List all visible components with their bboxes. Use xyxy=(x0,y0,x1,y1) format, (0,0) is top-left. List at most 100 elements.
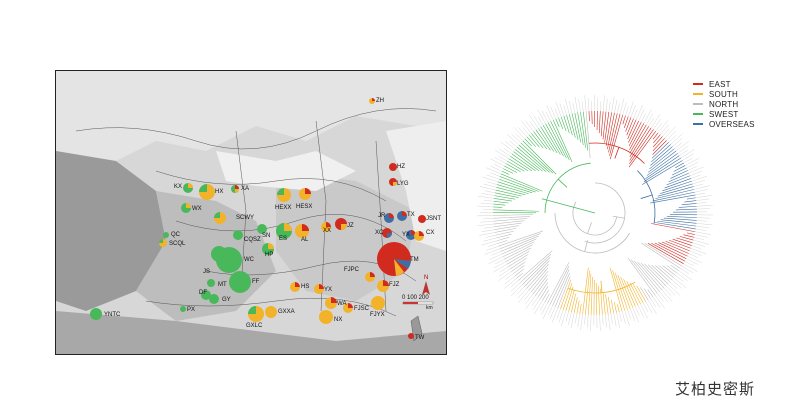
tree-leaf xyxy=(495,149,509,159)
pie-qc xyxy=(163,232,169,238)
tree-branch xyxy=(544,293,550,303)
pie-hp xyxy=(262,243,274,255)
tree-leaf xyxy=(693,183,704,187)
tree-leaf xyxy=(655,295,665,309)
legend-swatch xyxy=(693,103,703,105)
tree-leaf xyxy=(546,105,554,121)
tree-branch xyxy=(509,257,527,270)
tree-branch xyxy=(587,222,592,234)
site-label: XC xyxy=(375,230,384,236)
site-label: CX xyxy=(426,230,435,236)
tree-leaf xyxy=(484,226,494,229)
tree-branch xyxy=(542,289,549,301)
tree-leaf xyxy=(481,229,495,233)
tree-leaf xyxy=(679,149,688,156)
tree-leaf xyxy=(577,313,580,327)
tree-branch xyxy=(545,123,564,157)
tree-branch xyxy=(661,241,689,254)
tree-leaf xyxy=(640,304,649,319)
tree-leaf xyxy=(690,247,706,254)
tree-branch xyxy=(503,168,514,174)
tree-leaf xyxy=(662,128,670,137)
pie-hs xyxy=(290,282,300,292)
tree-branch xyxy=(508,254,529,268)
tree-leaf xyxy=(643,109,652,124)
tree-leaf xyxy=(584,95,587,112)
tree-branch xyxy=(568,290,575,312)
terrain-map: N xyxy=(56,71,446,354)
tree-leaf xyxy=(670,133,683,145)
tree-leaf xyxy=(645,301,653,313)
tree-branch xyxy=(607,112,615,150)
tree-leaf xyxy=(602,95,605,112)
tree-leaf xyxy=(563,105,567,116)
tree-branch xyxy=(613,301,617,313)
site-label: PX xyxy=(187,307,196,313)
tree-branch xyxy=(626,280,639,306)
tree-branch xyxy=(608,296,612,314)
tree-branch xyxy=(542,125,561,155)
tree-leaf xyxy=(696,225,710,229)
tree-branch xyxy=(499,176,540,192)
tree-branch xyxy=(644,242,683,267)
scale-bar xyxy=(402,301,434,305)
tree-branch xyxy=(526,136,536,147)
tree-leaf xyxy=(686,258,698,265)
tree-branch xyxy=(645,155,680,179)
tree-branch xyxy=(662,265,676,276)
tree-branch xyxy=(493,214,534,216)
tree-branch xyxy=(582,267,589,315)
tree-branch xyxy=(654,222,696,230)
site-label: MT xyxy=(218,282,227,288)
tree-leaf xyxy=(493,261,506,269)
tree-leaf xyxy=(529,114,539,129)
tree-leaf xyxy=(500,141,514,152)
pie-fjsc xyxy=(343,303,353,313)
tree-leaf xyxy=(675,141,689,152)
tree-leaf xyxy=(657,120,669,133)
tree-legend: EAST SOUTH NORTH SWEST OVERSEAS xyxy=(693,79,755,129)
pie-yntc xyxy=(90,308,102,320)
tree-branch xyxy=(640,194,653,199)
tree-branch xyxy=(494,227,517,233)
tree-leaf xyxy=(483,218,494,220)
tree-branch xyxy=(679,236,694,241)
tree-leaf xyxy=(488,243,498,247)
pie-nx xyxy=(319,310,333,324)
tree-leaf xyxy=(695,228,706,231)
tree-branch xyxy=(494,198,512,202)
tree-branch xyxy=(683,234,695,238)
tree-leaf xyxy=(605,314,607,328)
tree-leaf xyxy=(554,108,559,118)
tree-leaf xyxy=(688,253,698,258)
site-label: FJZ xyxy=(389,282,400,288)
site-label: XX xyxy=(323,228,332,234)
tree-arc xyxy=(572,201,618,236)
tree-leaf xyxy=(696,220,707,222)
watermark: 艾柏史密斯 xyxy=(675,380,756,398)
tree-leaf xyxy=(695,192,706,196)
tree-leaf xyxy=(673,277,687,289)
tree-branch xyxy=(629,124,647,154)
tree-leaf xyxy=(696,223,713,226)
tree-branch xyxy=(636,285,646,302)
tree-branch xyxy=(552,119,573,163)
tree-leaf xyxy=(694,234,708,238)
tree-leaf xyxy=(578,99,581,113)
tree-leaf xyxy=(663,287,671,296)
tree-leaf xyxy=(630,105,636,118)
tree-leaf xyxy=(495,259,505,265)
tree-leaf xyxy=(509,140,518,148)
site-label: ZH xyxy=(376,98,384,104)
tree-branch xyxy=(609,114,621,156)
pie-kx xyxy=(183,183,193,193)
tree-leaf xyxy=(542,304,551,319)
tree-leaf xyxy=(608,102,611,112)
tree-branch xyxy=(666,265,678,274)
tree-branch xyxy=(497,181,533,194)
legend-item-overseas: OVERSEAS xyxy=(693,119,755,129)
tree-branch xyxy=(494,225,520,230)
tree-branch xyxy=(605,294,609,315)
legend-item-south: SOUTH xyxy=(693,89,755,99)
site-label: SN xyxy=(262,233,271,239)
